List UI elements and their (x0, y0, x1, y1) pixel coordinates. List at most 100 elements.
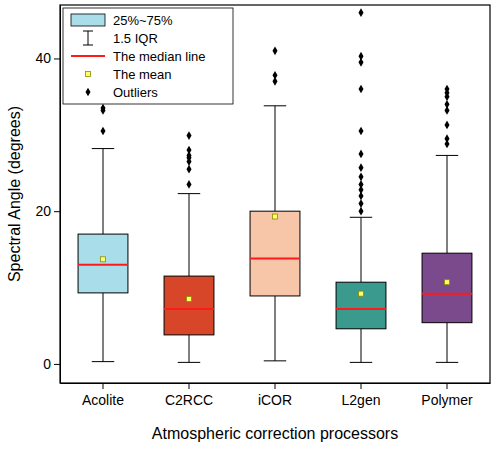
plot-frame (60, 5, 490, 383)
box-group (250, 46, 300, 360)
outlier (186, 146, 191, 155)
x-tick-mark (189, 383, 190, 389)
whisker-low (447, 323, 448, 363)
y-tick: 0 (43, 356, 60, 372)
x-tick-mark (447, 383, 448, 389)
whisker-cap-high (92, 148, 114, 149)
outlier (186, 180, 191, 189)
outlier (358, 207, 363, 216)
x-tick-label: L2gen (342, 392, 381, 408)
x-tick-mark (103, 383, 104, 389)
box-group (78, 104, 128, 362)
median-line (336, 308, 386, 310)
legend-label: 1.5 IQR (113, 31, 158, 46)
box-group (164, 131, 214, 362)
outlier (358, 180, 363, 189)
whisker-cap-high (350, 217, 372, 218)
y-tick-mark (54, 364, 60, 365)
outlier (186, 131, 191, 140)
x-tick-label: Polymer (421, 392, 473, 408)
legend-symbol (71, 14, 105, 26)
x-tick-label: iCOR (258, 392, 292, 408)
legend-label: The median line (113, 49, 206, 64)
whisker-cap-low (264, 360, 286, 361)
x-tick-label: Acolite (82, 392, 124, 408)
y-tick-label: 0 (43, 356, 51, 372)
chart: 0 20 40 Acolite C2RCC iCOR L2gen Polymer 25%~75%… (0, 0, 500, 449)
mean-marker (101, 257, 106, 262)
outlier (272, 46, 277, 55)
legend-symbol (83, 31, 93, 45)
legend: 25%~75%1.5 IQRThe median lineThe meanOut… (63, 8, 233, 104)
y-tick-label: 20 (35, 203, 51, 219)
y-axis: 0 20 40 (35, 6, 60, 384)
outlier (444, 85, 449, 94)
outlier (444, 100, 449, 109)
marks (78, 8, 472, 362)
outlier (186, 165, 191, 174)
box (250, 211, 300, 296)
legend-label: 25%~75% (113, 13, 173, 28)
whisker-cap-high (264, 105, 286, 106)
whisker-low (361, 329, 362, 363)
plot: 0 20 40 Acolite C2RCC iCOR L2gen Polymer 25%~75%… (35, 5, 490, 408)
x-tick: Acolite (82, 383, 124, 408)
whisker-high (275, 106, 276, 211)
box (164, 276, 214, 335)
outlier (358, 85, 363, 94)
outlier (358, 52, 363, 61)
box (336, 282, 386, 329)
y-tick-mark (54, 58, 60, 59)
y-axis-title: Spectral Angle (degrees) (6, 106, 23, 282)
median-line (164, 308, 214, 310)
x-tick: L2gen (342, 383, 381, 408)
legend-frame (63, 8, 233, 104)
legend-symbol (85, 88, 90, 97)
box-group (336, 8, 386, 362)
x-tick: Polymer (421, 383, 473, 408)
whisker-low (189, 335, 190, 362)
box (422, 253, 472, 322)
x-tick-mark (361, 383, 362, 389)
median-line (250, 258, 300, 260)
y-axis-line (60, 6, 61, 384)
whisker-low (103, 293, 104, 362)
mean-marker (273, 214, 278, 219)
whisker-cap-low (92, 361, 114, 362)
whisker-cap-high (178, 193, 200, 194)
legend-symbol (71, 56, 105, 57)
x-tick: C2RCC (165, 383, 213, 408)
whisker-cap-low (178, 362, 200, 363)
whisker-high (361, 217, 362, 282)
outlier (444, 121, 449, 130)
outlier (358, 199, 363, 208)
whisker-cap-high (436, 155, 458, 156)
whisker-cap-low (350, 362, 372, 363)
box-group (422, 85, 472, 363)
x-axis-title: Atmospheric correction processors (152, 425, 398, 442)
whisker-high (103, 149, 104, 235)
outlier (358, 172, 363, 181)
outlier (444, 134, 449, 143)
x-tick: iCOR (258, 383, 292, 408)
legend-symbol (86, 72, 91, 77)
outlier (272, 71, 277, 80)
mean-marker (359, 291, 364, 296)
legend-label: Outliers (113, 85, 158, 100)
y-tick: 20 (35, 203, 60, 219)
outlier (100, 127, 105, 136)
box (78, 234, 128, 293)
x-tick-label: C2RCC (165, 392, 213, 408)
y-tick-mark (54, 211, 60, 212)
whisker-high (189, 194, 190, 276)
whisker-high (447, 155, 448, 253)
outlier (358, 127, 363, 136)
median-line (422, 293, 472, 295)
y-tick-label: 40 (35, 50, 51, 66)
y-tick: 40 (35, 50, 60, 66)
mean-marker (187, 297, 192, 302)
outlier (358, 8, 363, 17)
outlier (100, 104, 105, 113)
whisker-low (275, 296, 276, 361)
mean-marker (445, 280, 450, 285)
